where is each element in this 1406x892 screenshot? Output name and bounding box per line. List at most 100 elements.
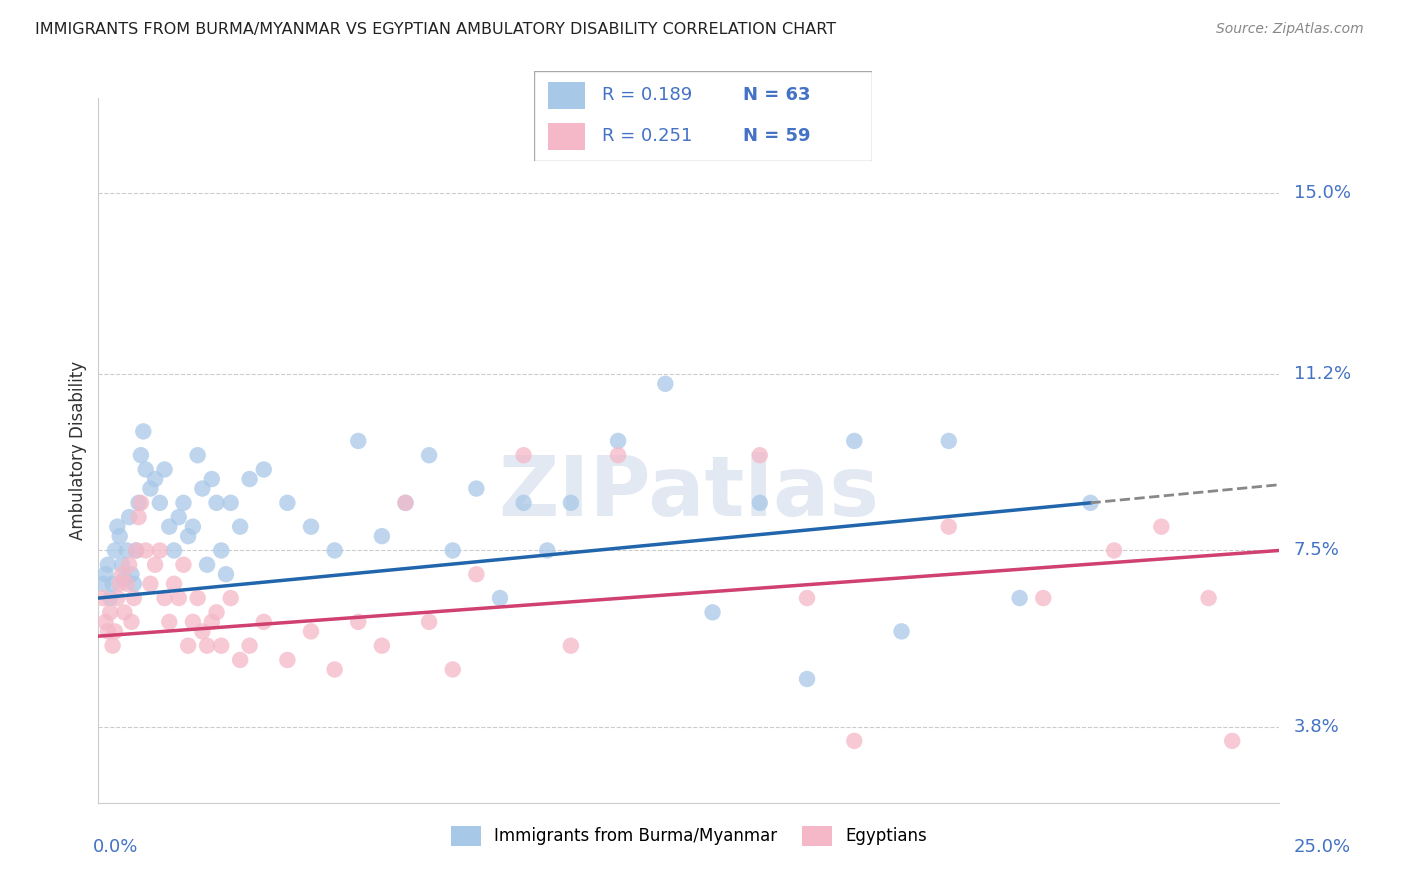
Point bbox=[135, 543, 157, 558]
Point bbox=[465, 482, 488, 496]
Text: 15.0%: 15.0% bbox=[1294, 185, 1351, 202]
Point bbox=[205, 496, 228, 510]
Point bbox=[219, 591, 242, 605]
Point bbox=[890, 624, 912, 639]
Point bbox=[607, 434, 630, 448]
Point bbox=[253, 615, 276, 629]
Point bbox=[167, 591, 190, 605]
Point bbox=[149, 496, 172, 510]
Point bbox=[844, 734, 866, 748]
Point bbox=[129, 496, 152, 510]
Point bbox=[167, 510, 190, 524]
Point bbox=[371, 529, 394, 543]
Point bbox=[177, 639, 200, 653]
Point bbox=[938, 519, 960, 533]
FancyBboxPatch shape bbox=[534, 71, 872, 161]
Point bbox=[512, 496, 534, 510]
Point bbox=[105, 519, 128, 533]
Text: 0.0%: 0.0% bbox=[93, 838, 138, 856]
Point bbox=[418, 615, 440, 629]
Point bbox=[1080, 496, 1102, 510]
Point bbox=[153, 591, 176, 605]
Point bbox=[187, 448, 209, 462]
Point bbox=[111, 567, 134, 582]
Point bbox=[1008, 591, 1031, 605]
Point bbox=[139, 576, 162, 591]
Point bbox=[276, 496, 298, 510]
Point bbox=[143, 558, 166, 572]
Point bbox=[108, 576, 131, 591]
Text: 11.2%: 11.2% bbox=[1294, 366, 1351, 384]
Point bbox=[98, 591, 121, 605]
Point bbox=[748, 496, 770, 510]
Point bbox=[489, 591, 512, 605]
Point bbox=[441, 663, 464, 677]
Point bbox=[299, 519, 322, 533]
Point bbox=[94, 567, 117, 582]
Point bbox=[105, 591, 128, 605]
Point bbox=[1220, 734, 1243, 748]
Text: R = 0.251: R = 0.251 bbox=[602, 127, 692, 145]
Point bbox=[512, 448, 534, 462]
Point bbox=[938, 434, 960, 448]
Bar bbox=[548, 82, 585, 109]
Point bbox=[1150, 519, 1173, 533]
Point bbox=[702, 605, 724, 619]
Point bbox=[347, 615, 370, 629]
Point bbox=[157, 615, 180, 629]
Point bbox=[1032, 591, 1054, 605]
Point bbox=[181, 615, 204, 629]
Text: 3.8%: 3.8% bbox=[1294, 718, 1340, 736]
Point bbox=[153, 462, 176, 476]
Text: N = 59: N = 59 bbox=[744, 127, 811, 145]
Point bbox=[195, 639, 218, 653]
Point bbox=[748, 448, 770, 462]
Point bbox=[560, 496, 582, 510]
Point bbox=[104, 624, 127, 639]
Point bbox=[191, 482, 214, 496]
Point bbox=[191, 624, 214, 639]
Point bbox=[121, 567, 143, 582]
Point bbox=[163, 576, 186, 591]
Point bbox=[209, 543, 232, 558]
Point bbox=[560, 639, 582, 653]
Point bbox=[122, 576, 145, 591]
Point bbox=[91, 576, 114, 591]
Point bbox=[239, 472, 262, 486]
Point bbox=[195, 558, 218, 572]
Point bbox=[441, 543, 464, 558]
Point bbox=[229, 519, 252, 533]
Point bbox=[536, 543, 558, 558]
Point bbox=[371, 639, 394, 653]
Point bbox=[101, 576, 124, 591]
Point bbox=[201, 615, 224, 629]
Text: N = 63: N = 63 bbox=[744, 87, 811, 104]
Point bbox=[1102, 543, 1125, 558]
Point bbox=[418, 448, 440, 462]
Point bbox=[215, 567, 238, 582]
Text: 25.0%: 25.0% bbox=[1294, 838, 1351, 856]
Point bbox=[347, 434, 370, 448]
Point bbox=[125, 543, 148, 558]
Point bbox=[205, 605, 228, 619]
Point bbox=[187, 591, 209, 605]
Point bbox=[98, 605, 121, 619]
Text: Source: ZipAtlas.com: Source: ZipAtlas.com bbox=[1216, 22, 1364, 37]
Point bbox=[128, 496, 150, 510]
Point bbox=[276, 653, 298, 667]
Point bbox=[172, 496, 194, 510]
Point bbox=[104, 543, 127, 558]
Point bbox=[201, 472, 224, 486]
Point bbox=[94, 615, 117, 629]
Point bbox=[163, 543, 186, 558]
Point bbox=[115, 543, 138, 558]
Point bbox=[607, 448, 630, 462]
Legend: Immigrants from Burma/Myanmar, Egyptians: Immigrants from Burma/Myanmar, Egyptians bbox=[443, 817, 935, 855]
Point bbox=[115, 576, 138, 591]
Y-axis label: Ambulatory Disability: Ambulatory Disability bbox=[69, 361, 87, 540]
Point bbox=[844, 434, 866, 448]
Text: R = 0.189: R = 0.189 bbox=[602, 87, 692, 104]
Point bbox=[465, 567, 488, 582]
Point bbox=[219, 496, 242, 510]
Point bbox=[139, 482, 162, 496]
